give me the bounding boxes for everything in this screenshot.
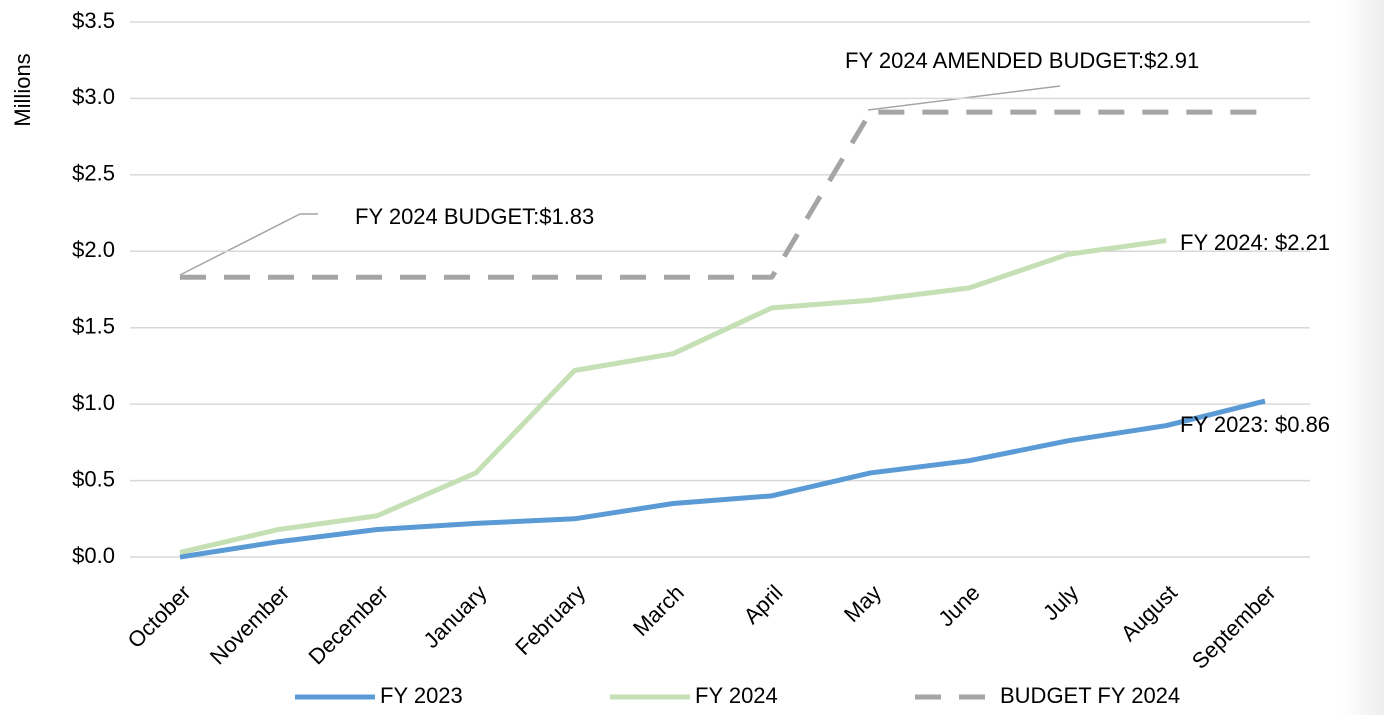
x-tick-label: August (1116, 580, 1182, 646)
y-tick-label: $3.0 (72, 84, 115, 109)
x-tick-label: April (739, 580, 788, 629)
x-tick-label: October (123, 580, 196, 653)
y-axis-label: Millions (10, 53, 35, 126)
annotation: FY 2024 AMENDED BUDGET:$2.91 (845, 48, 1199, 73)
x-tick-label: July (1038, 580, 1083, 625)
x-tick-label: June (933, 580, 984, 631)
annotation: FY 2024 BUDGET:$1.83 (355, 204, 594, 229)
x-tick-label: January (419, 580, 492, 653)
series-line (179, 398, 1266, 560)
legend-label: BUDGET FY 2024 (1000, 683, 1180, 708)
leader-line (179, 213, 318, 276)
y-tick-label: $0.0 (72, 543, 115, 568)
x-tick-label: May (839, 580, 886, 627)
y-tick-label: $1.5 (72, 314, 115, 339)
legend-label: FY 2023 (380, 683, 463, 708)
annotation: FY 2024: $2.21 (1180, 230, 1330, 255)
annotation: FY 2023: $0.86 (1180, 412, 1330, 437)
x-tick-label: March (628, 580, 689, 641)
y-tick-label: $2.0 (72, 237, 115, 262)
x-tick-label: September (1187, 580, 1281, 674)
series-line (179, 238, 1167, 555)
y-tick-label: $3.5 (72, 8, 115, 33)
legend-label: FY 2024 (695, 683, 778, 708)
x-tick-label: December (303, 580, 392, 669)
y-tick-label: $0.5 (72, 466, 115, 491)
x-tick-label: November (205, 580, 294, 669)
series-line (180, 109, 1265, 280)
y-tick-label: $1.0 (72, 390, 115, 415)
y-tick-label: $2.5 (72, 161, 115, 186)
edge-shade (1340, 0, 1384, 715)
x-tick-label: February (510, 580, 590, 660)
